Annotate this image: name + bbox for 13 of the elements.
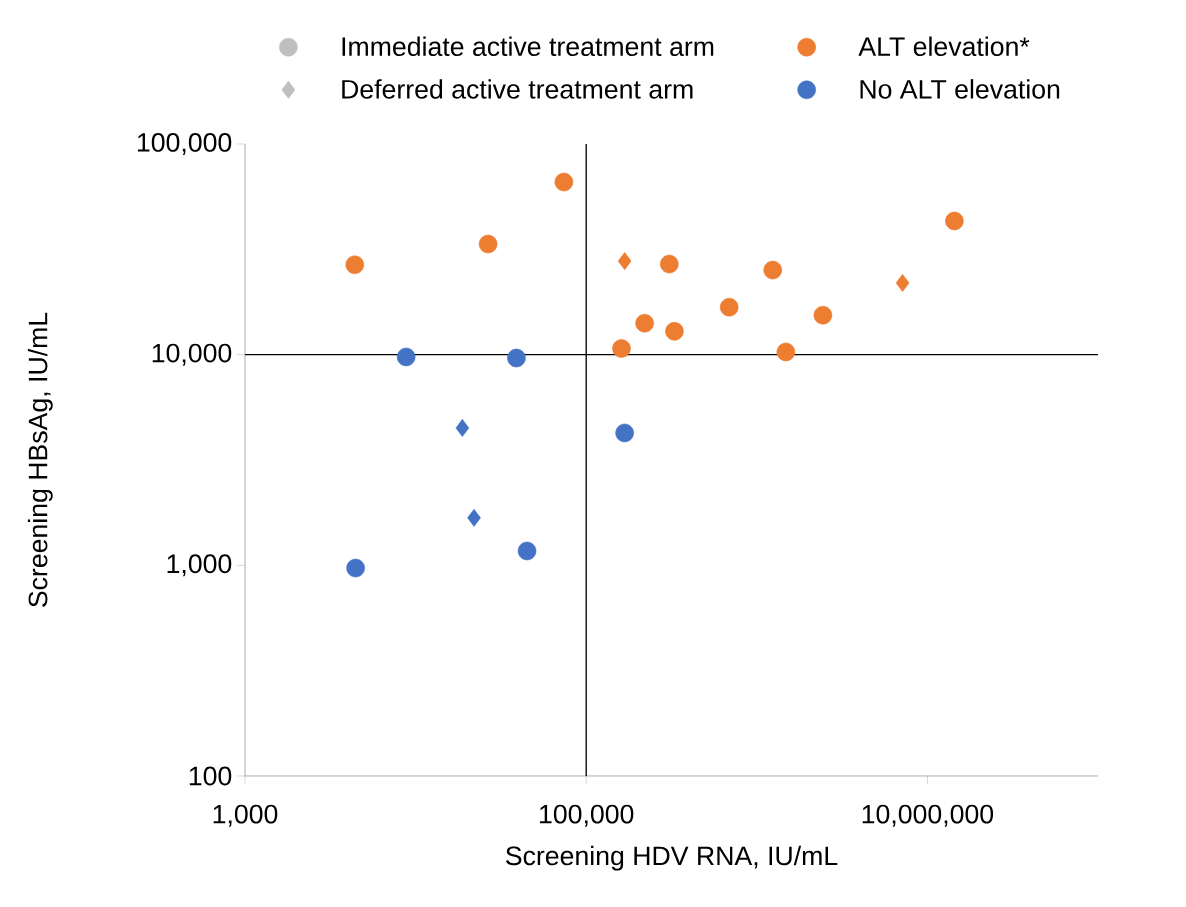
y-tick-label: 10,000 — [152, 343, 232, 366]
x-tick-label: 1,000 — [213, 804, 278, 827]
x-axis-title: Screening HDV RNA, IU/mL — [506, 845, 838, 871]
x-tick-label: 10,000,000 — [862, 804, 994, 827]
legend-label: ALT elevation* — [858, 36, 1030, 57]
legend-label: No ALT elevation — [860, 79, 1060, 99]
y-tick-label: 100,000 — [137, 132, 232, 155]
y-axis-title: Screening HBsAg, IU/mL — [27, 312, 53, 607]
x-tick-label: 100,000 — [540, 804, 634, 827]
y-tick-label: 100 — [189, 766, 232, 786]
legend-label: Deferred active treatment arm — [342, 79, 693, 99]
y-tick-label: 1,000 — [167, 554, 232, 577]
legend-label: Immediate active treatment arm — [342, 36, 714, 57]
